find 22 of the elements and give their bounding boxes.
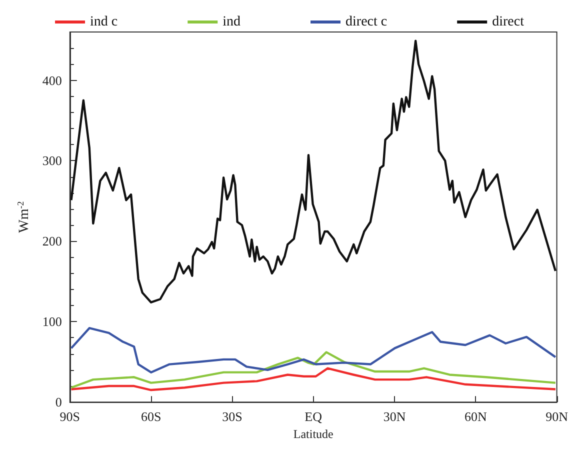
x-axis-title: Latitude [293, 427, 334, 441]
y-axis-title: Wm-2 [16, 201, 32, 233]
x-tick-label: 60N [464, 409, 488, 424]
x-tick-label: 60S [140, 409, 162, 424]
y-tick-label: 100 [42, 314, 62, 330]
y-tick-label: 400 [42, 72, 62, 88]
y-tick-label: 0 [55, 394, 62, 410]
x-tick-label: 90N [546, 409, 569, 424]
x-tick-label: 30N [383, 409, 406, 424]
x-tick-label: EQ [304, 409, 323, 424]
line-series [70, 367, 557, 392]
x-tick-label: 30S [222, 409, 242, 424]
legend-label: ind [222, 14, 241, 30]
x-tick-label: 90S [60, 409, 80, 424]
legend-label: ind c [90, 14, 118, 30]
y-tick-label: 300 [42, 153, 62, 168]
line-series [70, 326, 557, 374]
y-tick-label: 200 [42, 234, 62, 249]
legend-label: direct c [346, 14, 388, 30]
legend-label: direct [492, 14, 524, 30]
line-series [70, 40, 557, 304]
line-series [70, 351, 557, 389]
